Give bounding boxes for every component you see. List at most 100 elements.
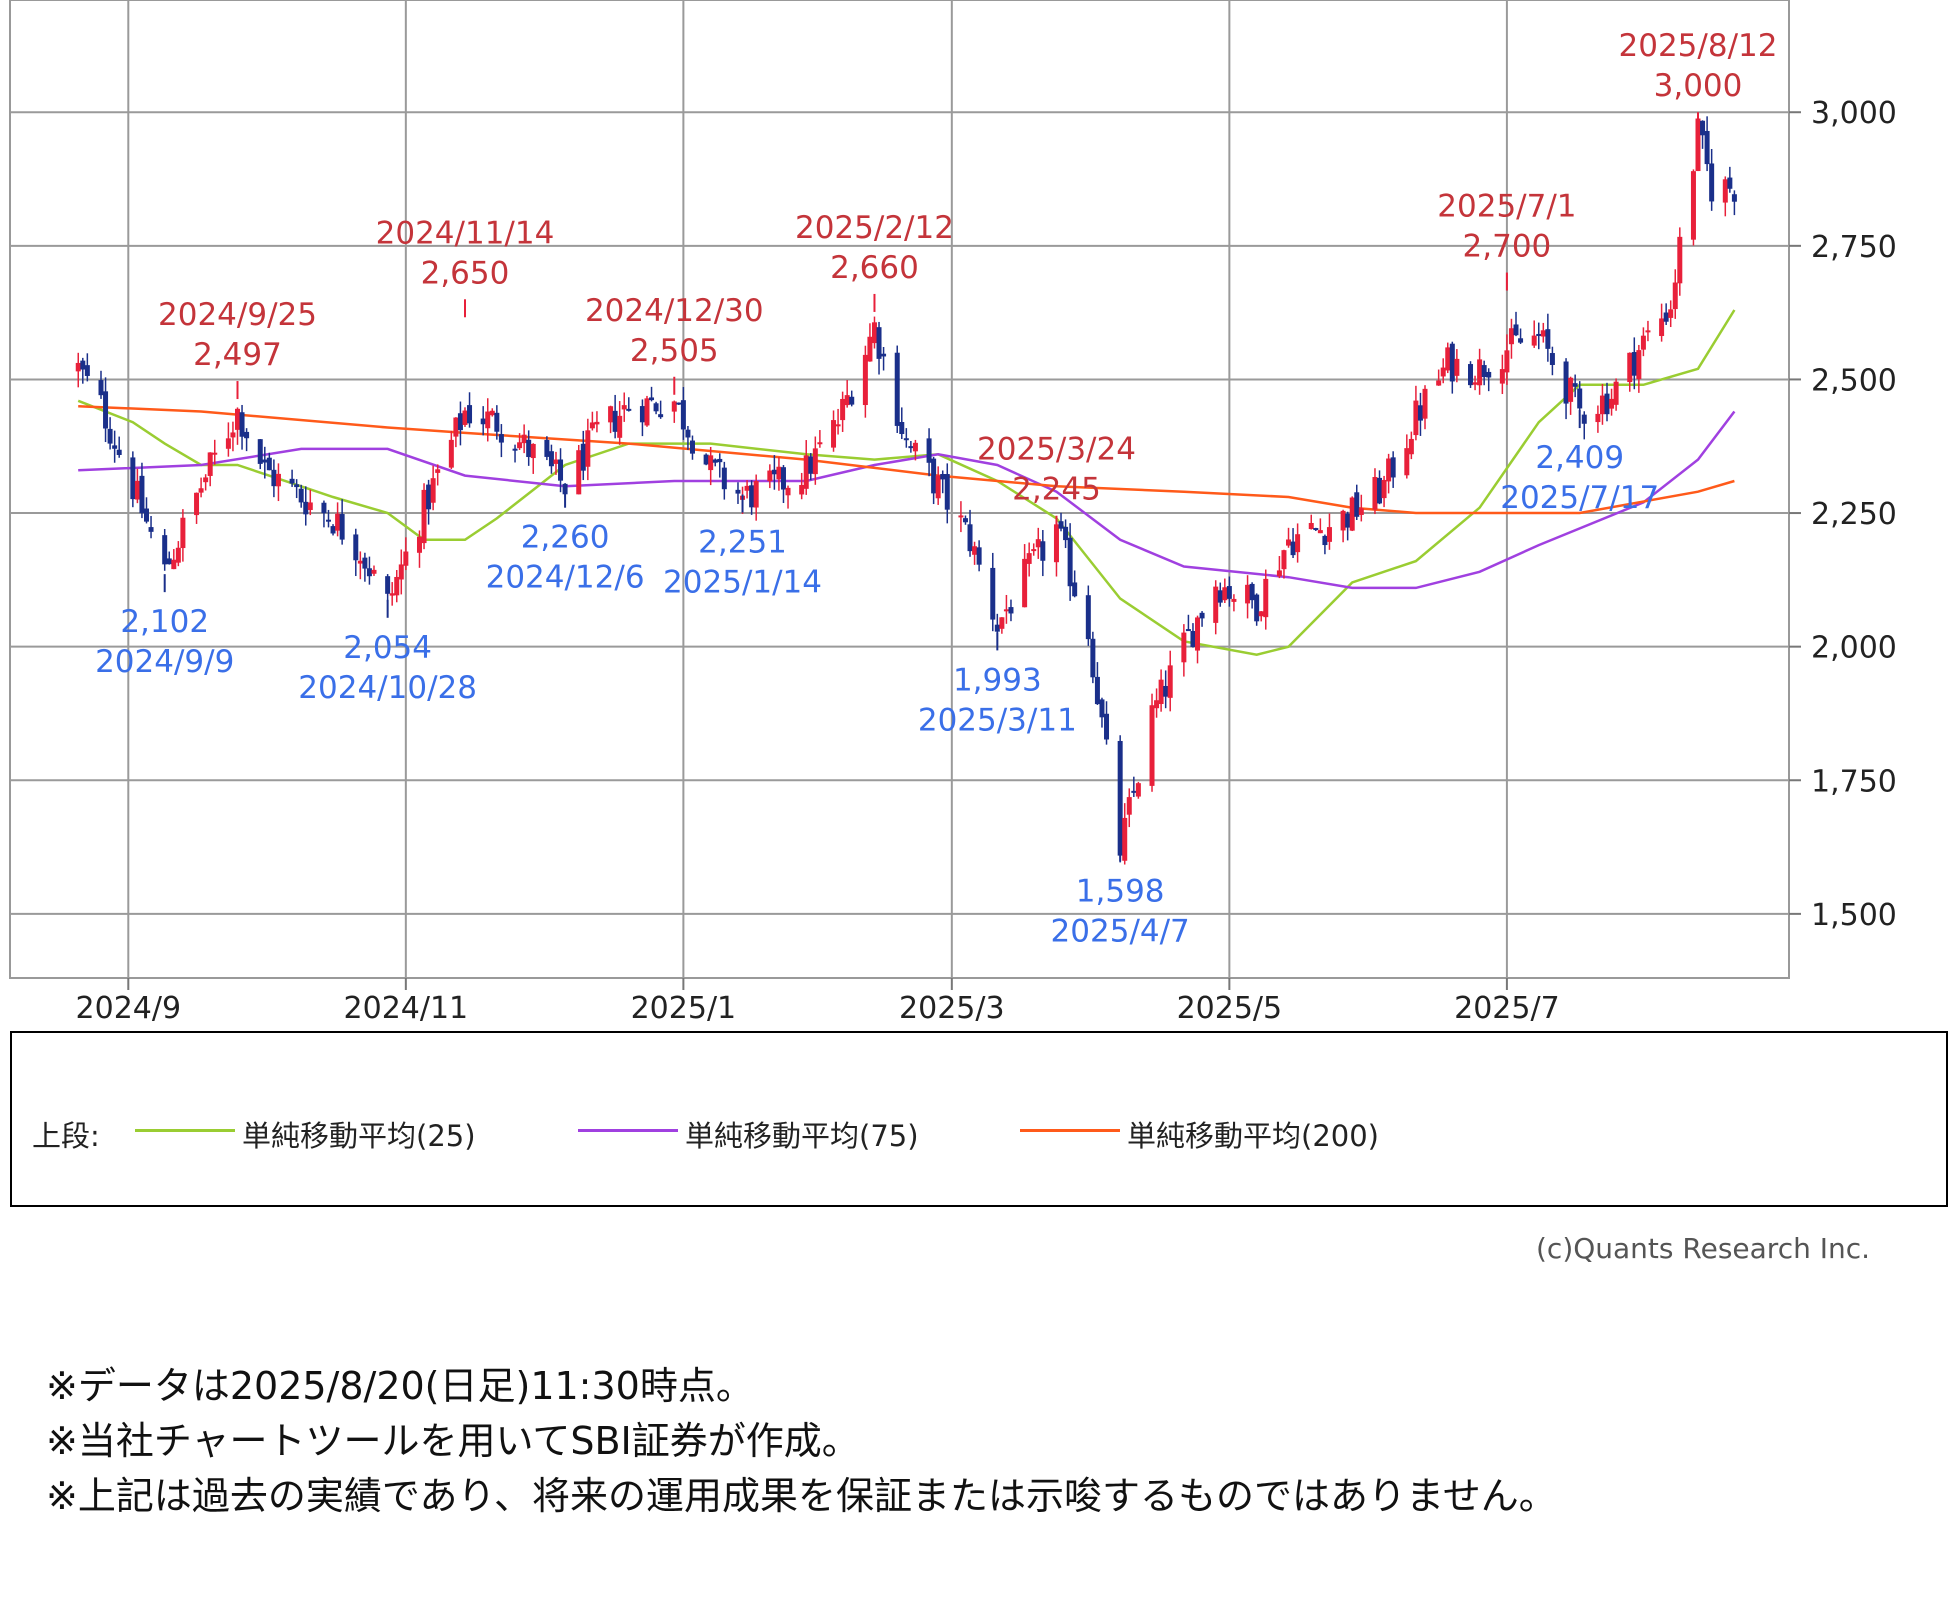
y-tick-label: 1,750 xyxy=(1811,764,1897,799)
candle-body xyxy=(1640,335,1646,350)
candle-body xyxy=(517,442,523,449)
candle-body xyxy=(394,576,400,596)
candle-body xyxy=(544,439,550,457)
candle-body xyxy=(1445,347,1451,371)
candle-body xyxy=(307,502,313,510)
candle-body xyxy=(994,624,1000,632)
candle-body xyxy=(1003,609,1009,612)
candle-body xyxy=(175,547,181,563)
candle-body xyxy=(207,452,213,476)
x-tick-label: 2025/5 xyxy=(1177,991,1283,1026)
candle-body xyxy=(1317,530,1323,534)
y-tick-label: 1,500 xyxy=(1811,898,1897,933)
candle-body xyxy=(385,576,391,594)
candle-body xyxy=(899,422,905,435)
y-tick-label: 2,500 xyxy=(1811,363,1897,398)
candle-body xyxy=(639,406,645,423)
candle-body xyxy=(721,467,727,490)
low-value-label: 1,993 xyxy=(953,662,1042,698)
candle-body xyxy=(999,617,1005,629)
candle-body xyxy=(143,508,149,522)
candle-body xyxy=(676,402,682,405)
y-tick-label: 3,000 xyxy=(1811,96,1897,131)
candle-body xyxy=(780,467,786,490)
high-date-label: 2024/11/14 xyxy=(376,215,555,251)
candle-body xyxy=(1513,324,1519,336)
candle-body xyxy=(576,450,582,495)
candle-body xyxy=(1404,448,1410,476)
candle-body xyxy=(80,360,86,370)
legend-label-ma75: 単純移動平均(75) xyxy=(685,1119,919,1153)
high-date-label: 2025/3/24 xyxy=(977,432,1136,468)
candle-body xyxy=(680,400,686,430)
low-value-label: 1,598 xyxy=(1076,873,1165,909)
candle-body xyxy=(1390,457,1396,478)
x-tick-label: 2024/11 xyxy=(344,991,469,1026)
candle-body xyxy=(685,429,691,438)
candle-body xyxy=(321,502,327,514)
candle-body xyxy=(1508,328,1514,345)
candle-body xyxy=(1486,371,1492,378)
candle-body xyxy=(1454,358,1460,376)
candle-body xyxy=(1254,594,1260,622)
candle-body xyxy=(198,488,204,493)
candle-body xyxy=(817,442,823,445)
candle-body xyxy=(116,449,122,455)
candle-body xyxy=(862,354,868,406)
candle-body xyxy=(271,469,277,487)
moving-average-line xyxy=(78,410,1736,590)
candle-body xyxy=(239,412,245,437)
candle-body xyxy=(257,439,263,464)
candle-body xyxy=(617,415,623,438)
candle-body xyxy=(1595,413,1601,423)
candle-body xyxy=(1154,700,1160,709)
candle-body xyxy=(294,484,300,488)
candle-body xyxy=(1659,318,1665,337)
candle-body xyxy=(735,489,741,494)
candle-body xyxy=(426,484,432,510)
candle-body xyxy=(712,459,718,463)
candle-body xyxy=(612,410,618,432)
candle-body xyxy=(1245,584,1251,604)
candle-body xyxy=(430,478,436,503)
candle-body xyxy=(703,454,709,465)
low-value-label: 2,251 xyxy=(698,525,787,561)
candle-body xyxy=(653,403,659,412)
candle-body xyxy=(1063,526,1069,541)
credit-text: (c)Quants Research Inc. xyxy=(1536,1232,1871,1265)
candle-body xyxy=(548,451,554,467)
candle-body xyxy=(1313,528,1319,531)
candle-body xyxy=(585,430,591,467)
candle-body xyxy=(771,469,777,475)
candle-body xyxy=(1163,685,1169,697)
candle-body xyxy=(1609,398,1615,409)
candle-body xyxy=(1286,539,1292,546)
candle-body xyxy=(776,466,782,480)
candle-body xyxy=(1122,817,1128,861)
candle-body xyxy=(580,443,586,471)
candle-body xyxy=(194,492,200,516)
candle-body xyxy=(1386,458,1392,482)
low-date-label: 2024/9/9 xyxy=(95,644,234,680)
candle-body xyxy=(940,474,946,480)
high-value-label: 3,000 xyxy=(1654,68,1743,104)
candle-body xyxy=(421,489,427,544)
axis-ticks: 3,000 2,750 2,500 2,250 2,000 1,750 1,500 2024/… xyxy=(76,96,1897,1026)
candle-body xyxy=(1408,438,1414,455)
candle-body xyxy=(1131,790,1137,793)
candle-body xyxy=(812,448,818,475)
candle-body xyxy=(835,424,841,427)
candle-body xyxy=(912,442,918,452)
candle-body xyxy=(1322,535,1328,546)
candle-body xyxy=(335,513,341,531)
candle-body xyxy=(275,473,281,487)
candle-body xyxy=(1281,550,1287,570)
candle-body xyxy=(671,401,677,412)
candle-body xyxy=(139,475,145,514)
candle-body xyxy=(1226,586,1232,599)
candle-body xyxy=(303,501,309,515)
candle-body xyxy=(621,405,627,410)
candle-body xyxy=(744,485,750,491)
candle-body xyxy=(1518,338,1524,343)
candle-body xyxy=(330,526,336,534)
